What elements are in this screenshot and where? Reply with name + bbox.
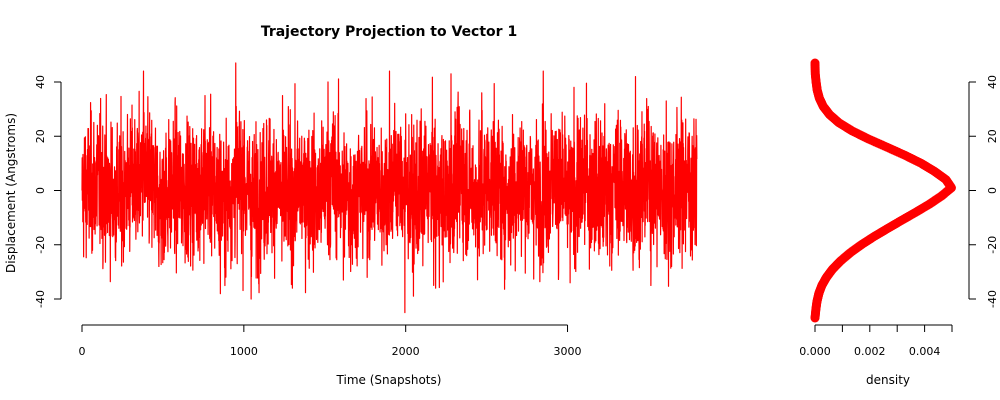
density-x-axis-title: density <box>866 373 910 387</box>
density-point <box>810 58 820 68</box>
trajectory-axes: 0 1000 2000 3000 -40 -20 0 20 40 <box>34 75 582 358</box>
y-tick-label: -20 <box>34 236 47 254</box>
y-tick-label: 40 <box>34 75 47 89</box>
x-tick-label: 3000 <box>554 345 582 358</box>
trajectory-series <box>81 62 698 314</box>
x-axis-title: Time (Snapshots) <box>336 373 442 387</box>
y-tick-label: -40 <box>34 290 47 308</box>
y-tick-label: 0 <box>34 187 47 194</box>
density-y-tick-label: -20 <box>986 236 999 254</box>
density-y-tick-label: -40 <box>986 290 999 308</box>
x-tick-label: 1000 <box>230 345 258 358</box>
x-tick-label: 2000 <box>392 345 420 358</box>
y-tick-label: 20 <box>34 129 47 143</box>
density-y-tick-label: 40 <box>986 75 999 89</box>
density-series <box>810 58 956 323</box>
density-y-tick-label: 20 <box>986 129 999 143</box>
density-x-tick-label: 0.000 <box>799 345 831 358</box>
density-y-tick-label: 0 <box>986 187 999 194</box>
x-tick-label: 0 <box>79 345 86 358</box>
density-axes: 0.000 0.002 0.004 -40 -20 0 20 40 <box>799 75 999 358</box>
density-x-tick-label: 0.004 <box>909 345 941 358</box>
density-x-tick-label: 0.002 <box>854 345 886 358</box>
y-axis-title: Displacement (Angstroms) <box>4 113 18 273</box>
chart-title: Trajectory Projection to Vector 1 <box>261 24 517 40</box>
trajectory-line <box>81 62 698 314</box>
